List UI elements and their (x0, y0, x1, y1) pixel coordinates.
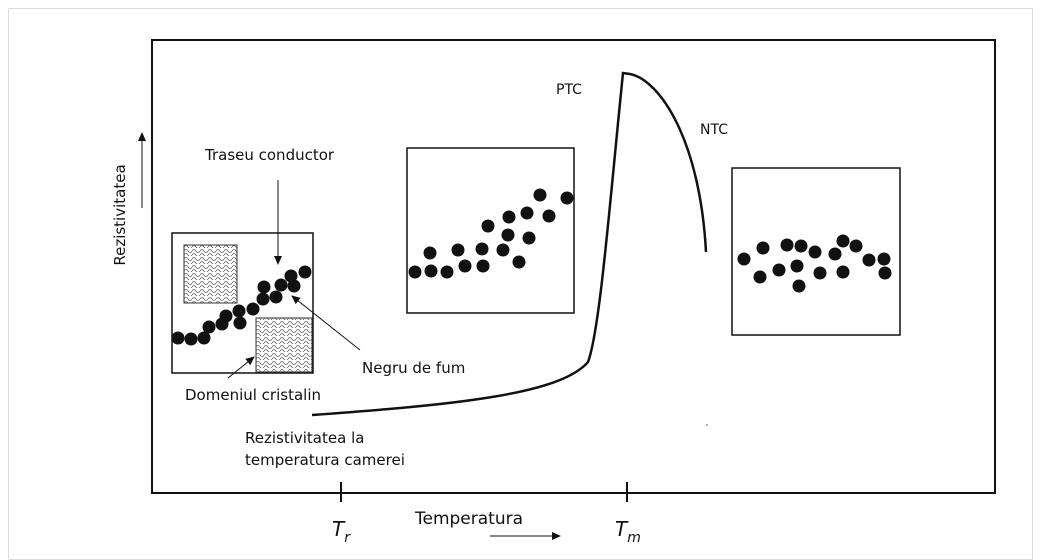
particle (171, 331, 185, 345)
particle (542, 209, 556, 223)
particle (780, 238, 794, 252)
arrow (291, 295, 361, 351)
particle (862, 253, 876, 267)
particle (533, 188, 547, 202)
particle (184, 332, 198, 346)
inset-box (171, 232, 314, 374)
particle (813, 266, 827, 280)
inset-box (406, 147, 575, 314)
particle (197, 331, 211, 345)
particle (753, 270, 767, 284)
room-temp-label: Rezistivitatea la temperatura camerei (245, 429, 405, 469)
tick-label: Tm (615, 517, 641, 546)
particle (794, 239, 808, 253)
inset-box (731, 167, 901, 336)
particle (849, 239, 863, 253)
particle (257, 280, 271, 294)
ptc-label: PTC (556, 82, 582, 98)
line: temperatura camerei (245, 451, 405, 469)
particle (737, 252, 751, 266)
particle (878, 266, 892, 280)
particle (440, 265, 454, 279)
particle (274, 278, 288, 292)
particle (246, 302, 260, 316)
particle (458, 259, 472, 273)
particle (501, 228, 515, 242)
subscript: m (627, 530, 641, 546)
arrow (227, 356, 255, 379)
symbol: T (615, 517, 629, 541)
particle (512, 255, 526, 269)
conductive-path-label: Traseu conductor (204, 146, 335, 164)
particle (451, 243, 465, 257)
particle (287, 279, 301, 293)
line: Rezistivitatea la (245, 429, 364, 447)
particle (520, 206, 534, 220)
dot-mark (706, 424, 708, 426)
particle (756, 241, 770, 255)
x-axis-label: Temperatura (414, 509, 523, 529)
ntc-label: NTC (700, 122, 728, 138)
resistivity-curve (311, 71, 708, 417)
frame (151, 39, 996, 494)
particle (828, 247, 842, 261)
particle (808, 245, 822, 259)
particle (269, 290, 283, 304)
particle (877, 252, 891, 266)
particles (171, 188, 892, 346)
particle (219, 309, 233, 323)
page-border (8, 8, 1033, 560)
particle (202, 320, 216, 334)
particle (284, 269, 298, 283)
particle (560, 191, 574, 205)
particle (522, 231, 536, 245)
particle (475, 242, 489, 256)
particle (836, 234, 850, 248)
particle (233, 316, 247, 330)
y-axis-label: Rezistivitatea (111, 164, 129, 265)
particle (502, 210, 516, 224)
crystal-domain (255, 317, 313, 373)
particle (772, 263, 786, 277)
particle (408, 265, 422, 279)
particle (790, 259, 804, 273)
carbon-black-label: Negru de fum (362, 359, 465, 377)
particle (792, 279, 806, 293)
particle (256, 292, 270, 306)
particle (424, 264, 438, 278)
particle (232, 304, 246, 318)
tick-label: Tr (332, 517, 351, 546)
particle (836, 265, 850, 279)
particle (298, 265, 312, 279)
crystal-domain (183, 244, 238, 304)
particle (481, 219, 495, 233)
symbol: T (332, 517, 346, 541)
particle (423, 246, 437, 260)
particle (476, 259, 490, 273)
subscript: r (344, 530, 351, 546)
crystalline-label: Domeniul cristalin (185, 386, 321, 404)
particle (496, 243, 510, 257)
